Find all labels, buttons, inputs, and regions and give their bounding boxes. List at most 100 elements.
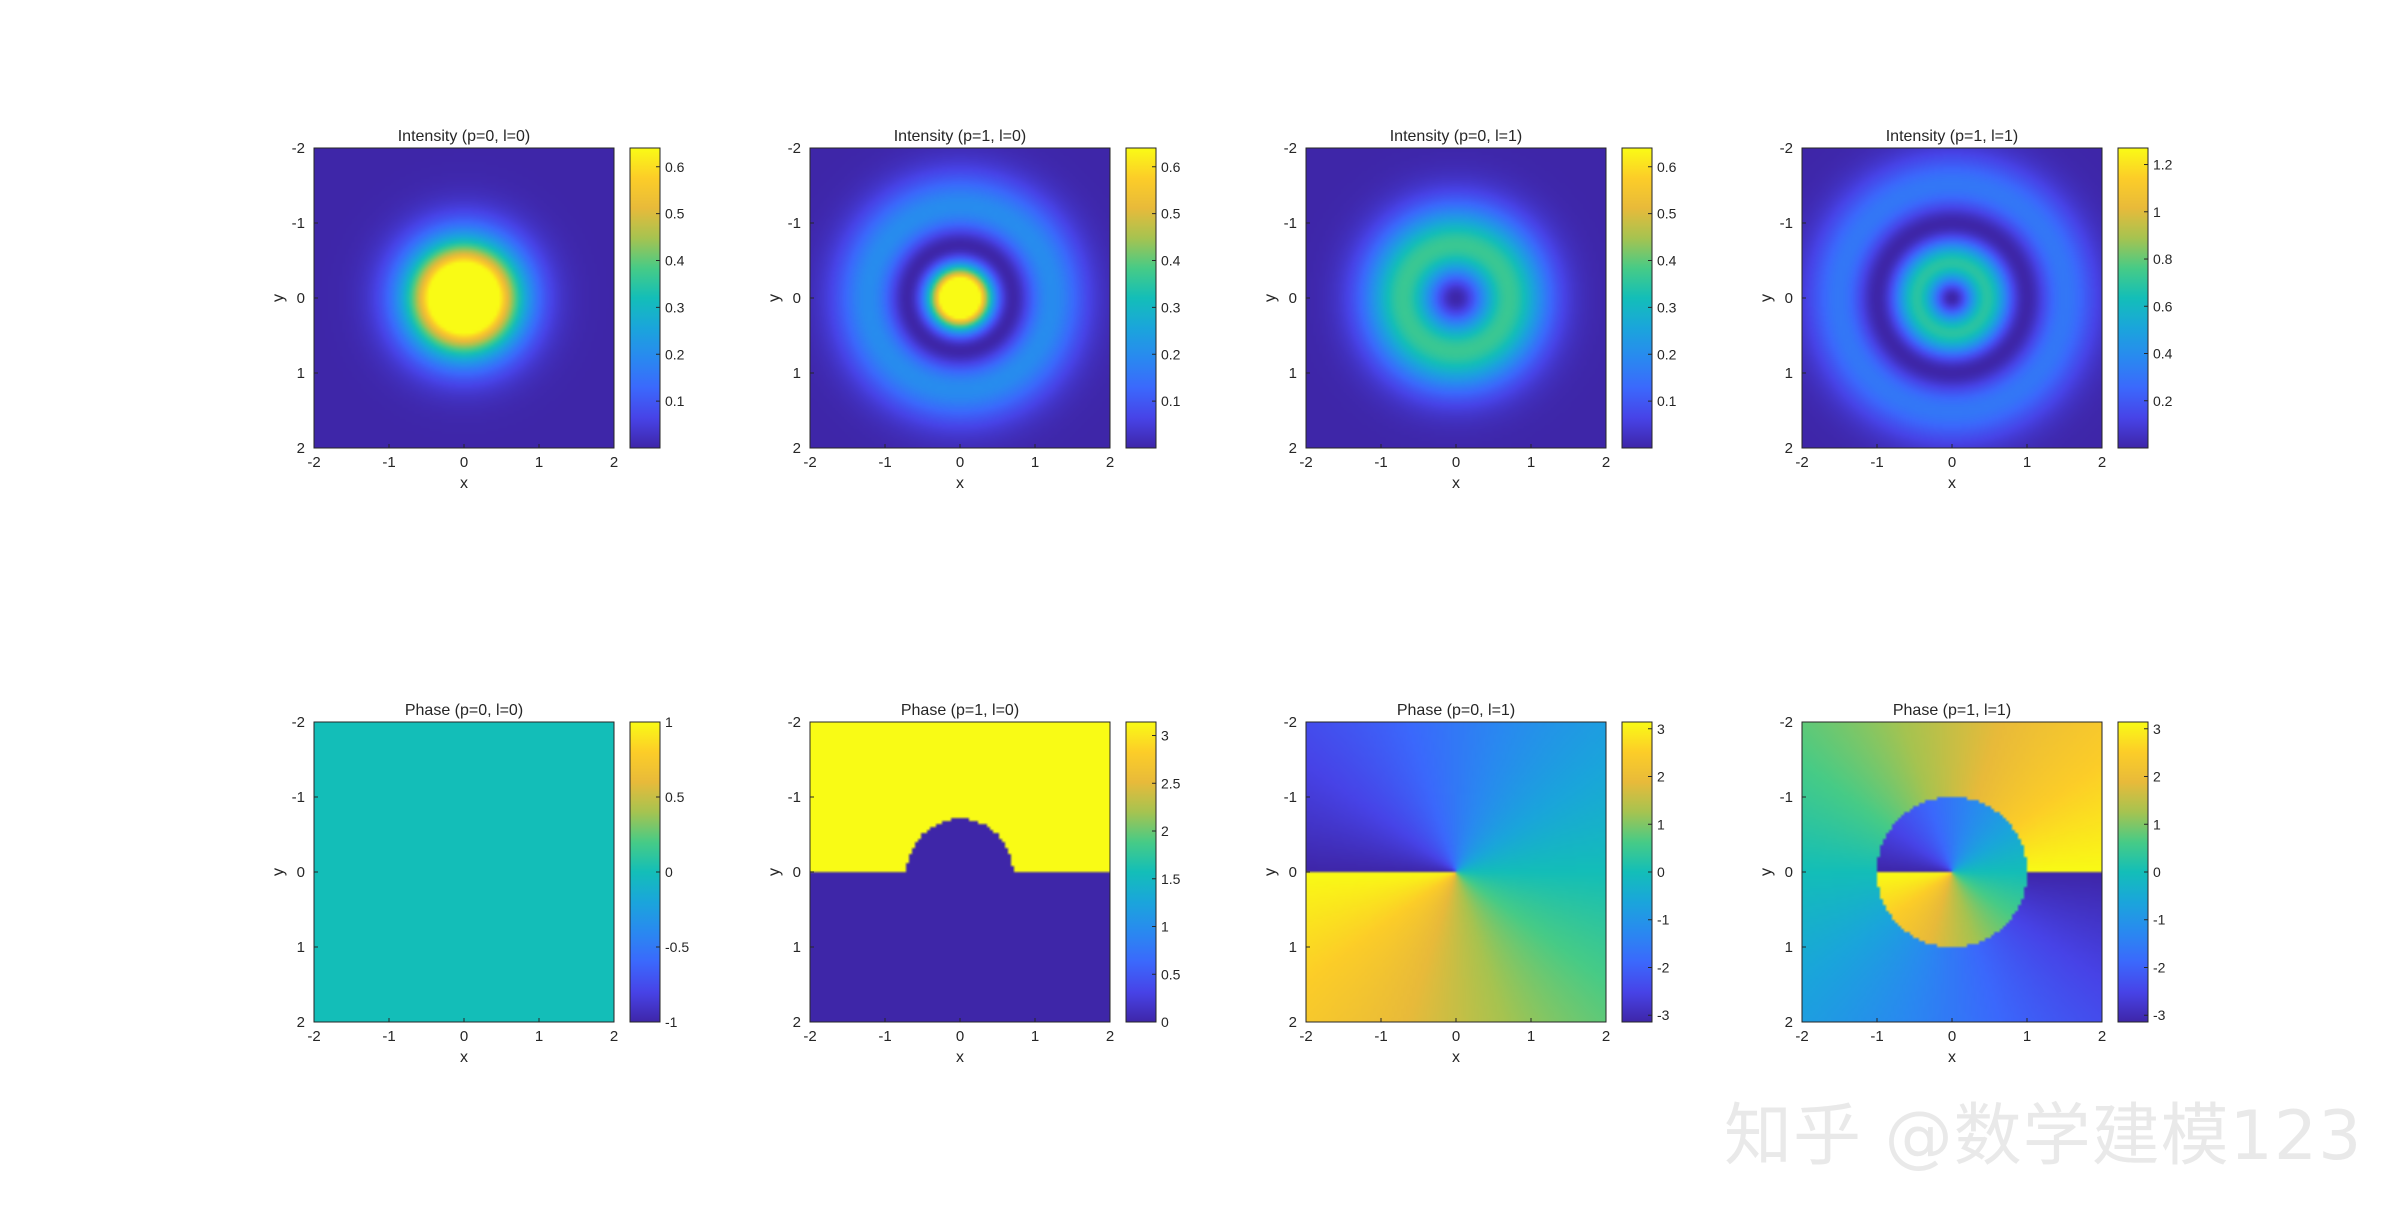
x-tick-label: 1	[1527, 1028, 1535, 1045]
colorbar-tick-label: 0	[665, 864, 673, 880]
colorbar-tick-label: 1	[665, 714, 673, 730]
x-tick-label: 0	[1948, 1028, 1956, 1045]
y-tick-label: -1	[1284, 215, 1297, 232]
x-axis-label: x	[1948, 1049, 1956, 1066]
y-axis-label: y	[270, 294, 287, 302]
y-tick-label: -1	[1780, 215, 1793, 232]
y-tick-label: 1	[297, 365, 305, 382]
colorbar-tick-label: 0	[1161, 1014, 1169, 1030]
colorbar-tick-label: 0.6	[1657, 159, 1677, 175]
colorbar-tick-label: -3	[1657, 1007, 1670, 1023]
y-tick-label: 0	[297, 290, 305, 307]
colorbar-tick-label: 0	[1657, 864, 1665, 880]
subplot-title: Phase (p=0, l=1)	[1397, 702, 1515, 719]
y-tick-label: -1	[292, 215, 305, 232]
colorbar-tick-label: 0.4	[665, 253, 685, 269]
x-axis-label: x	[956, 475, 964, 492]
y-tick-label: -2	[1284, 140, 1297, 157]
x-tick-label: 1	[1031, 454, 1039, 471]
subplot-title: Intensity (p=0, l=0)	[398, 128, 531, 145]
heatmap-image	[810, 148, 1110, 448]
colorbar-tick-label: 0.5	[1161, 206, 1181, 222]
colorbar-tick-label: 1	[2153, 816, 2161, 832]
y-tick-label: 2	[1289, 1014, 1297, 1031]
y-tick-label: 0	[793, 864, 801, 881]
x-tick-label: -1	[1374, 1028, 1387, 1045]
y-axis-label: y	[1262, 868, 1279, 876]
colorbar-tick-label: 0.4	[2153, 346, 2173, 362]
heatmap-image	[1802, 148, 2102, 448]
y-tick-label: 1	[1289, 365, 1297, 382]
colorbar-tick-label: 0.3	[665, 299, 685, 315]
y-tick-label: 0	[793, 290, 801, 307]
y-tick-label: 0	[1785, 290, 1793, 307]
y-axis-label: y	[270, 868, 287, 876]
heatmap-image	[314, 722, 614, 1022]
subplot-title: Phase (p=0, l=0)	[405, 702, 523, 719]
colorbar-tick-label: 0.5	[1161, 966, 1181, 982]
x-tick-label: 0	[956, 454, 964, 471]
colorbar-tick-label: 0.3	[1161, 299, 1181, 315]
x-tick-label: -1	[878, 1028, 891, 1045]
y-tick-label: 0	[1785, 864, 1793, 881]
x-tick-label: -1	[1870, 1028, 1883, 1045]
x-tick-label: 0	[1452, 1028, 1460, 1045]
x-axis-label: x	[460, 1049, 468, 1066]
y-tick-label: -1	[788, 789, 801, 806]
x-axis-label: x	[460, 475, 468, 492]
colorbar-tick-label: 0.4	[1161, 253, 1181, 269]
y-tick-label: 2	[297, 440, 305, 457]
x-tick-label: -2	[1795, 1028, 1808, 1045]
x-tick-label: 0	[1452, 454, 1460, 471]
x-tick-label: -2	[803, 1028, 816, 1045]
y-tick-label: -2	[1780, 714, 1793, 731]
colorbar-tick-label: 3	[2153, 721, 2161, 737]
y-tick-label: -2	[1780, 140, 1793, 157]
x-tick-label: -2	[1795, 454, 1808, 471]
y-tick-label: 1	[1785, 939, 1793, 956]
y-tick-label: 1	[297, 939, 305, 956]
colorbar-tick-label: 3	[1161, 728, 1169, 744]
colorbar	[1621, 721, 1653, 1023]
colorbar-tick-label: 2	[1657, 769, 1665, 785]
colorbar-tick-label: 2	[2153, 769, 2161, 785]
y-tick-label: 2	[1289, 440, 1297, 457]
x-tick-label: 2	[1602, 1028, 1610, 1045]
x-tick-label: 1	[535, 1028, 543, 1045]
colorbar-tick-label: 0.2	[665, 346, 685, 362]
subplot-title: Intensity (p=0, l=1)	[1390, 128, 1523, 145]
x-tick-label: -1	[382, 454, 395, 471]
heatmap-image	[314, 148, 614, 448]
colorbar-tick-label: -3	[2153, 1007, 2166, 1023]
y-tick-label: -2	[1284, 714, 1297, 731]
x-axis-label: x	[1452, 1049, 1460, 1066]
colorbar-tick-label: 0.6	[665, 159, 685, 175]
y-tick-label: -2	[788, 714, 801, 731]
colorbar-tick-label: 0.4	[1657, 253, 1677, 269]
y-tick-label: 2	[1785, 440, 1793, 457]
watermark: 知乎 @数学建模123	[1724, 1097, 2363, 1176]
colorbar	[1125, 721, 1157, 1023]
colorbar-tick-label: 2	[1161, 823, 1169, 839]
x-tick-label: -1	[1870, 454, 1883, 471]
x-tick-label: 1	[2023, 1028, 2031, 1045]
y-tick-label: -2	[788, 140, 801, 157]
y-tick-label: 1	[1785, 365, 1793, 382]
subplot-title: Phase (p=1, l=0)	[901, 702, 1019, 719]
y-axis-label: y	[1758, 294, 1775, 302]
y-axis-label: y	[1758, 868, 1775, 876]
x-tick-label: -1	[878, 454, 891, 471]
x-tick-label: -2	[1299, 1028, 1312, 1045]
subplot-title: Intensity (p=1, l=1)	[1886, 128, 2019, 145]
colorbar-tick-label: -1	[1657, 912, 1670, 928]
x-axis-label: x	[1948, 475, 1956, 492]
x-tick-label: 2	[610, 1028, 618, 1045]
x-tick-label: -2	[1299, 454, 1312, 471]
colorbar-tick-label: 0.2	[1657, 346, 1677, 362]
colorbar-tick-label: 1	[1657, 816, 1665, 832]
x-tick-label: 1	[1527, 454, 1535, 471]
